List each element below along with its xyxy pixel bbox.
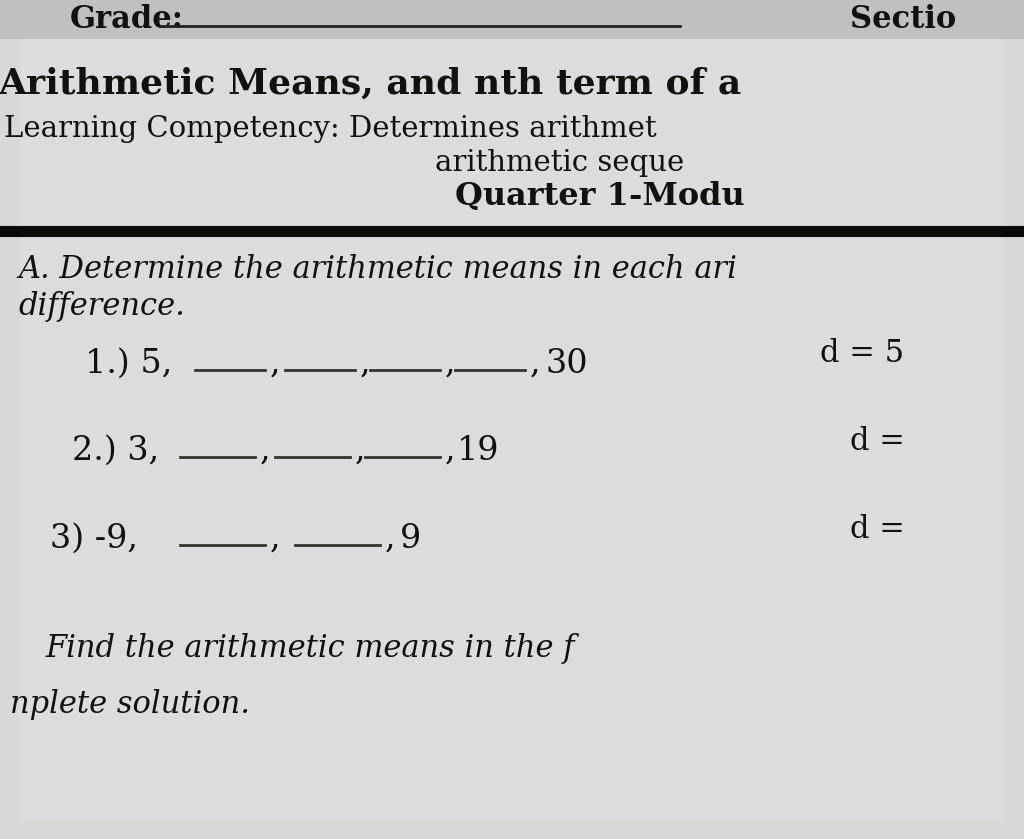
- Text: d = 5: d = 5: [820, 338, 904, 369]
- Text: ,: ,: [445, 348, 456, 380]
- Text: Grade:: Grade:: [70, 3, 184, 34]
- Text: Arithmetic Means, and nth term of a: Arithmetic Means, and nth term of a: [0, 67, 741, 101]
- Text: Learning Competency: Determines arithmet: Learning Competency: Determines arithmet: [4, 115, 656, 143]
- Text: ,: ,: [360, 348, 371, 380]
- Text: Sectio: Sectio: [850, 3, 956, 34]
- Text: difference.: difference.: [18, 290, 185, 321]
- Text: ,: ,: [445, 435, 456, 467]
- Text: arithmetic seque: arithmetic seque: [435, 149, 685, 177]
- Text: 9: 9: [400, 523, 421, 555]
- FancyBboxPatch shape: [0, 0, 1024, 39]
- Text: d =: d =: [850, 425, 905, 456]
- Text: nplete solution.: nplete solution.: [10, 689, 250, 720]
- Text: 1.) 5,: 1.) 5,: [85, 348, 172, 380]
- Text: 19: 19: [457, 435, 500, 467]
- Text: ,: ,: [355, 435, 366, 467]
- Text: ,: ,: [260, 435, 270, 467]
- Text: d =: d =: [850, 513, 905, 545]
- Text: ,: ,: [270, 523, 281, 555]
- Text: ,: ,: [385, 523, 395, 555]
- Text: Quarter 1-Modu: Quarter 1-Modu: [455, 181, 744, 212]
- Text: A. Determine the arithmetic means in each ari: A. Determine the arithmetic means in eac…: [18, 253, 737, 284]
- Text: Find the arithmetic means in the f: Find the arithmetic means in the f: [45, 633, 574, 664]
- FancyBboxPatch shape: [20, 20, 1004, 819]
- Text: 3) -9,: 3) -9,: [50, 523, 138, 555]
- Text: 30: 30: [545, 348, 588, 380]
- Text: 2.) 3,: 2.) 3,: [72, 435, 159, 467]
- Text: ,: ,: [270, 348, 281, 380]
- Text: ,: ,: [530, 348, 541, 380]
